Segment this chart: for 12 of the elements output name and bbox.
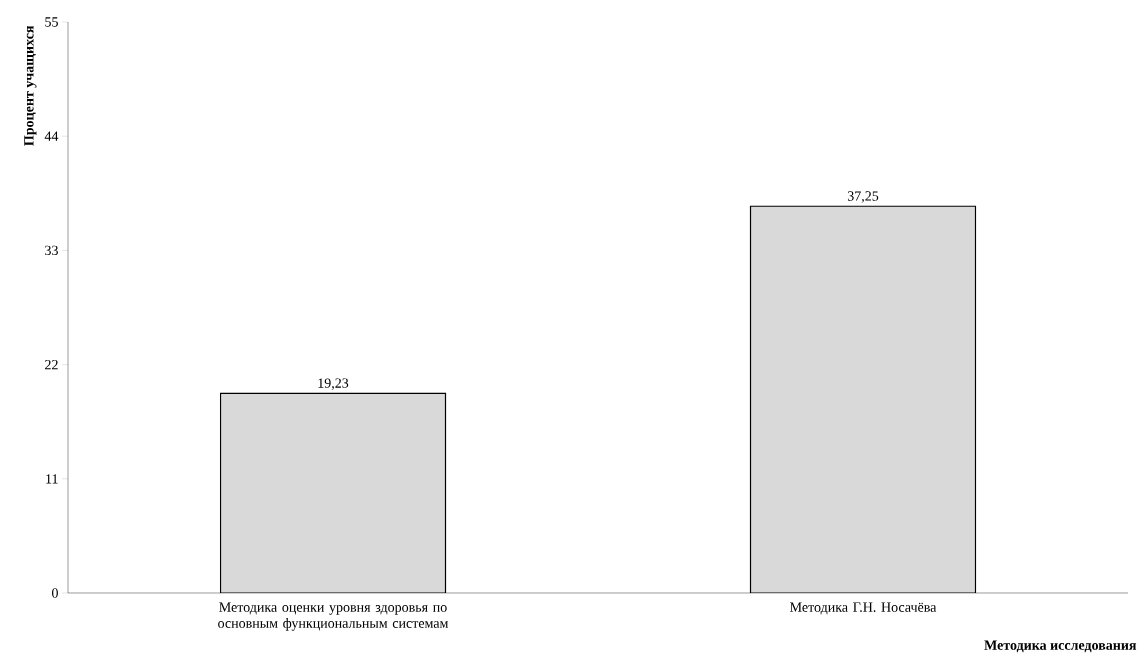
y-tick-label: 55	[45, 17, 58, 27]
y-tick-label: 44	[44, 131, 59, 141]
x-axis-title: Методика исследования	[984, 640, 1137, 653]
y-tick-label: 33	[45, 245, 58, 256]
y-tick-label: 22	[45, 359, 58, 370]
data-label: 37,25	[847, 191, 879, 203]
y-axis-title: Процент учащихся	[24, 25, 37, 146]
y-tick-label: 11	[46, 474, 58, 484]
x-tick-label: Методика оценки уровня здоровья по основным функциональным системам	[218, 602, 449, 631]
x-tick-label: Методика Г.Н. Носачёва	[790, 602, 937, 615]
data-label: 19,23	[318, 378, 349, 390]
y-tick-label: 0	[52, 588, 58, 598]
